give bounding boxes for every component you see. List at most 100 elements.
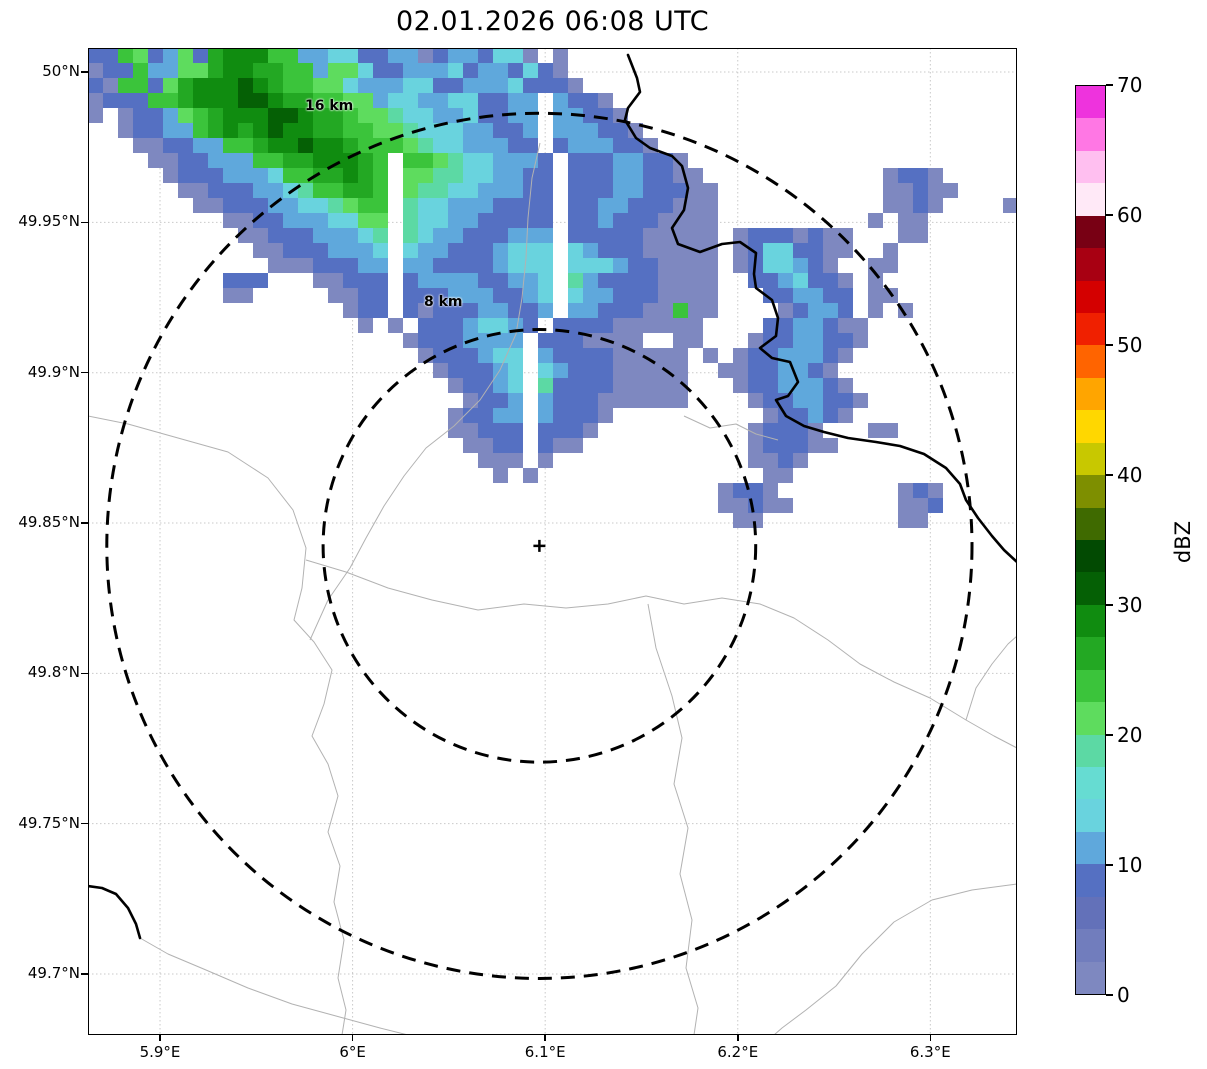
radar-echo-cell bbox=[598, 303, 613, 318]
radar-echo-cell bbox=[493, 453, 508, 468]
radar-echo-cell bbox=[343, 48, 358, 63]
radar-echo-cell bbox=[538, 348, 553, 363]
radar-echo-cell bbox=[628, 123, 643, 138]
radar-echo-cell bbox=[733, 348, 748, 363]
radar-echo-cell bbox=[478, 63, 493, 78]
radar-echo-cell bbox=[688, 318, 703, 333]
radar-echo-cell bbox=[568, 78, 583, 93]
radar-echo-cell bbox=[598, 168, 613, 183]
radar-echo-cell bbox=[463, 48, 478, 63]
colorbar-band bbox=[1076, 539, 1105, 573]
radar-echo-cell bbox=[913, 483, 928, 498]
radar-echo-cell bbox=[643, 213, 658, 228]
radar-echo-cell bbox=[658, 168, 673, 183]
radar-echo-cell bbox=[193, 198, 208, 213]
radar-echo-cell bbox=[778, 273, 793, 288]
radar-echo-cell bbox=[628, 258, 643, 273]
radar-echo-cell bbox=[433, 183, 448, 198]
radar-echo-cell bbox=[598, 273, 613, 288]
radar-echo-cell bbox=[328, 123, 343, 138]
radar-echo-cell bbox=[178, 63, 193, 78]
radar-echo-cell bbox=[598, 408, 613, 423]
radar-echo-cell bbox=[433, 363, 448, 378]
radar-echo-cell bbox=[508, 168, 523, 183]
radar-echo-cell bbox=[598, 378, 613, 393]
radar-echo-cell bbox=[703, 288, 718, 303]
radar-echo-cell bbox=[793, 453, 808, 468]
radar-echo-cell bbox=[553, 438, 568, 453]
radar-echo-cell bbox=[418, 48, 433, 63]
radar-echo-cell bbox=[433, 318, 448, 333]
radar-echo-cell bbox=[598, 93, 613, 108]
radar-echo-cell bbox=[628, 288, 643, 303]
radar-echo-cell bbox=[463, 213, 478, 228]
radar-echo-cell bbox=[568, 198, 583, 213]
radar-echo-cell bbox=[613, 273, 628, 288]
radar-echo-cell bbox=[613, 363, 628, 378]
radar-echo-cell bbox=[403, 258, 418, 273]
radar-echo-cell bbox=[508, 63, 523, 78]
colorbar-band bbox=[1076, 247, 1105, 281]
radar-echo-cell bbox=[568, 303, 583, 318]
radar-echo-cell bbox=[673, 348, 688, 363]
radar-echo-cell bbox=[493, 273, 508, 288]
radar-echo-cell bbox=[418, 168, 433, 183]
radar-echo-cell bbox=[553, 348, 568, 363]
radar-echo-cell bbox=[568, 348, 583, 363]
radar-echo-cell bbox=[688, 303, 703, 318]
map-overlay-layer bbox=[88, 53, 1017, 1035]
radar-echo-cell bbox=[493, 108, 508, 123]
y-axis-tick bbox=[81, 71, 88, 73]
radar-echo-cell bbox=[928, 498, 943, 513]
x-axis-tick bbox=[737, 1035, 739, 1041]
radar-echo-cell bbox=[478, 228, 493, 243]
radar-echo-cell bbox=[103, 93, 118, 108]
radar-echo-cell bbox=[418, 273, 433, 288]
radar-echo-cell bbox=[553, 78, 568, 93]
y-axis-tick bbox=[81, 522, 88, 524]
radar-echo-cell bbox=[553, 123, 568, 138]
radar-echo-cell bbox=[913, 198, 928, 213]
radar-echo-cell bbox=[778, 453, 793, 468]
radar-echo-cell bbox=[178, 78, 193, 93]
radar-echo-cell bbox=[508, 408, 523, 423]
radar-echo-cell bbox=[598, 183, 613, 198]
radar-echo-cell bbox=[658, 393, 673, 408]
radar-echo-cell bbox=[283, 153, 298, 168]
radar-echo-cell bbox=[418, 153, 433, 168]
radar-echo-cell bbox=[703, 183, 718, 198]
radar-echo-cell bbox=[223, 63, 238, 78]
radar-echo-cell bbox=[523, 303, 538, 318]
radar-echo-cell bbox=[358, 93, 373, 108]
radar-echo-cell bbox=[433, 138, 448, 153]
radar-echo-cell bbox=[718, 363, 733, 378]
radar-echo-cell bbox=[268, 228, 283, 243]
radar-echo-cell bbox=[853, 393, 868, 408]
radar-echo-cell bbox=[583, 258, 598, 273]
radar-echo-cell bbox=[343, 303, 358, 318]
y-axis-tick-label: 49.75°N bbox=[18, 813, 80, 832]
radar-echo-cell bbox=[478, 123, 493, 138]
radar-echo-cell bbox=[508, 438, 523, 453]
radar-echo-cell bbox=[118, 123, 133, 138]
radar-echo-cell bbox=[898, 168, 913, 183]
radar-echo-cell bbox=[373, 243, 388, 258]
radar-echo-cell bbox=[418, 303, 433, 318]
radar-echo-cell bbox=[538, 213, 553, 228]
radar-echo-cell bbox=[778, 498, 793, 513]
radar-echo-cell bbox=[403, 123, 418, 138]
radar-echo-cell bbox=[328, 198, 343, 213]
radar-echo-cell bbox=[478, 138, 493, 153]
radar-echo-cell bbox=[778, 363, 793, 378]
radar-echo-cell bbox=[748, 348, 763, 363]
radar-echo-cell bbox=[178, 138, 193, 153]
radar-echo-cell bbox=[403, 48, 418, 63]
radar-echo-cell bbox=[193, 168, 208, 183]
radar-echo-cell bbox=[928, 198, 943, 213]
x-axis-tick bbox=[159, 1035, 161, 1041]
administrative-boundary-line bbox=[773, 883, 1017, 1035]
radar-echo-cell bbox=[478, 303, 493, 318]
radar-echo-cell bbox=[373, 303, 388, 318]
radar-echo-cell bbox=[208, 123, 223, 138]
radar-echo-cell bbox=[433, 288, 448, 303]
